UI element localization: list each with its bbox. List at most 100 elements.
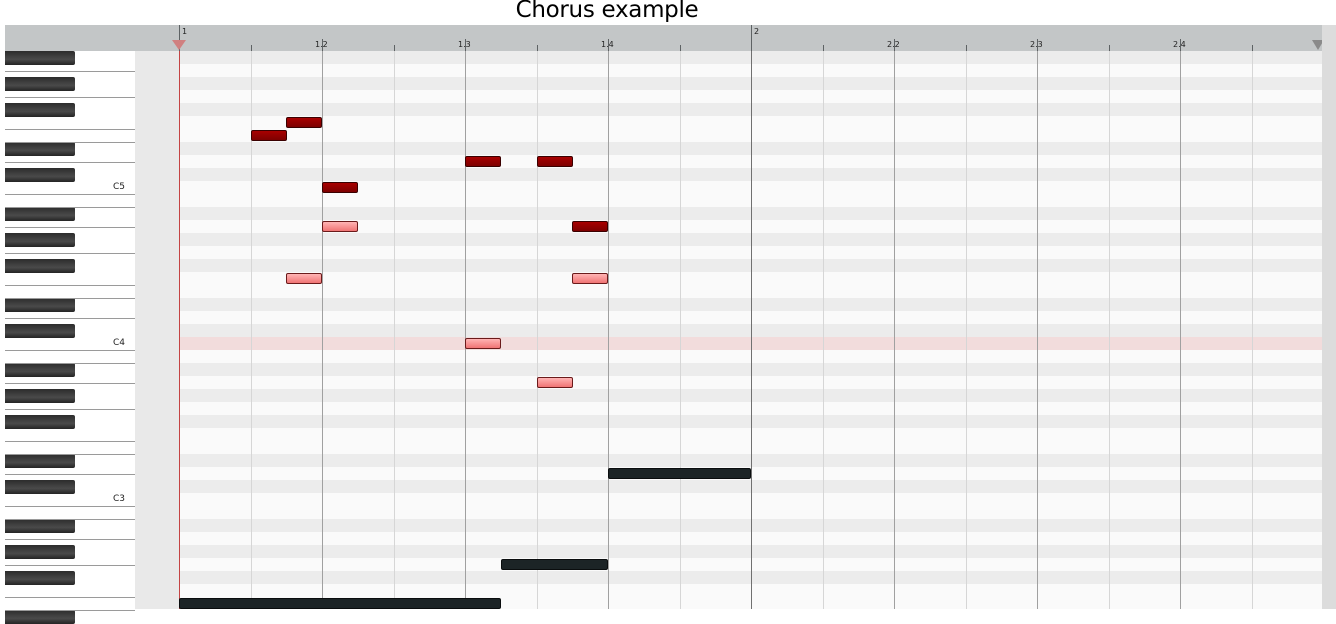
- ruler-tick: [1037, 39, 1038, 51]
- beat-line: [1252, 51, 1253, 609]
- pitch-row: [179, 103, 1322, 116]
- black-key[interactable]: [5, 480, 75, 494]
- note-bass[interactable]: [501, 559, 608, 570]
- piano-roll-grid[interactable]: [179, 51, 1322, 609]
- pitch-row: [179, 519, 1322, 532]
- note-melody[interactable]: [286, 117, 322, 128]
- pitch-row: [179, 363, 1322, 376]
- note-harmony[interactable]: [286, 273, 322, 284]
- beat-line: [1180, 51, 1181, 609]
- ruler-label: 1.4: [601, 40, 614, 49]
- octave-label: C3: [113, 494, 126, 504]
- note-harmony[interactable]: [322, 221, 358, 232]
- note-harmony[interactable]: [572, 273, 608, 284]
- note-harmony[interactable]: [537, 377, 573, 388]
- black-key[interactable]: [5, 454, 75, 468]
- black-key[interactable]: [5, 207, 75, 221]
- pitch-row: [179, 558, 1322, 571]
- beat-line: [394, 51, 395, 609]
- note-melody[interactable]: [465, 156, 501, 167]
- vertical-scrollbar[interactable]: [1322, 25, 1336, 609]
- ruler-tick: [608, 39, 609, 51]
- pitch-row: [179, 324, 1322, 337]
- note-melody[interactable]: [322, 182, 358, 193]
- pitch-row: [179, 246, 1322, 259]
- pitch-row: [179, 428, 1322, 441]
- black-key[interactable]: [5, 363, 75, 377]
- loop-end-marker[interactable]: [1312, 40, 1324, 50]
- white-key-divider: [5, 454, 135, 455]
- octave-label: C5: [113, 182, 126, 192]
- black-key[interactable]: [5, 610, 75, 624]
- piano-keyboard[interactable]: C5 C4 C3: [5, 51, 136, 624]
- white-key-divider: [5, 441, 135, 442]
- ruler-tick: [1180, 39, 1181, 51]
- ruler-label: 2.2: [887, 40, 900, 49]
- black-key[interactable]: [5, 103, 75, 117]
- white-key-divider: [5, 194, 135, 195]
- white-key-divider: [5, 506, 135, 507]
- pitch-row: [179, 311, 1322, 324]
- note-bass[interactable]: [608, 468, 751, 479]
- white-key-divider: [5, 539, 135, 540]
- white-key-divider: [5, 142, 135, 143]
- ruler-label: 2.4: [1173, 40, 1186, 49]
- pitch-row: [179, 454, 1322, 467]
- black-key[interactable]: [5, 571, 75, 585]
- white-key-divider: [5, 71, 135, 72]
- pitch-row: [179, 142, 1322, 155]
- ruler-tick: [537, 45, 538, 51]
- pitch-row: [179, 532, 1322, 545]
- white-key-divider: [5, 318, 135, 319]
- white-key-divider: [5, 383, 135, 384]
- velocity-gutter: [135, 51, 179, 609]
- black-key[interactable]: [5, 389, 75, 403]
- pitch-row: [179, 389, 1322, 402]
- white-key-divider: [5, 610, 135, 611]
- beat-line: [823, 51, 824, 609]
- black-key[interactable]: [5, 142, 75, 156]
- pitch-row: [179, 584, 1322, 597]
- timeline-ruler[interactable]: 11.21.31.422.22.32.43: [5, 25, 1331, 52]
- note-harmony[interactable]: [465, 338, 501, 349]
- black-key[interactable]: [5, 298, 75, 312]
- black-key[interactable]: [5, 168, 75, 182]
- ruler-label: 2: [754, 27, 760, 36]
- pitch-row: [179, 90, 1322, 103]
- white-key-divider: [5, 298, 135, 299]
- black-key[interactable]: [5, 233, 75, 247]
- beat-line: [537, 51, 538, 609]
- ruler-tick: [179, 25, 180, 51]
- pitch-row: [179, 155, 1322, 168]
- ruler-tick: [680, 45, 681, 51]
- black-key[interactable]: [5, 324, 75, 338]
- ruler-tick: [465, 39, 466, 51]
- ruler-tick: [751, 25, 752, 51]
- pitch-row: [179, 168, 1322, 181]
- black-key[interactable]: [5, 51, 75, 65]
- ruler-tick: [322, 39, 323, 51]
- black-key[interactable]: [5, 77, 75, 91]
- note-bass[interactable]: [179, 598, 501, 609]
- loop-start-marker[interactable]: [172, 40, 186, 50]
- white-key-divider: [5, 565, 135, 566]
- pitch-row: [179, 77, 1322, 90]
- note-melody[interactable]: [572, 221, 608, 232]
- pitch-row: [179, 285, 1322, 298]
- beat-line: [322, 51, 323, 609]
- black-key[interactable]: [5, 519, 75, 533]
- note-melody[interactable]: [537, 156, 573, 167]
- note-melody[interactable]: [251, 130, 287, 141]
- pitch-row: [179, 415, 1322, 428]
- ruler-label: 1.3: [458, 40, 471, 49]
- black-key[interactable]: [5, 545, 75, 559]
- white-key-divider: [5, 253, 135, 254]
- white-key-divider: [5, 350, 135, 351]
- black-key[interactable]: [5, 259, 75, 273]
- white-key-divider: [5, 129, 135, 130]
- white-key-divider: [5, 207, 135, 208]
- ruler-label: 1.2: [315, 40, 328, 49]
- white-key-divider: [5, 409, 135, 410]
- black-key[interactable]: [5, 415, 75, 429]
- ruler-tick: [251, 45, 252, 51]
